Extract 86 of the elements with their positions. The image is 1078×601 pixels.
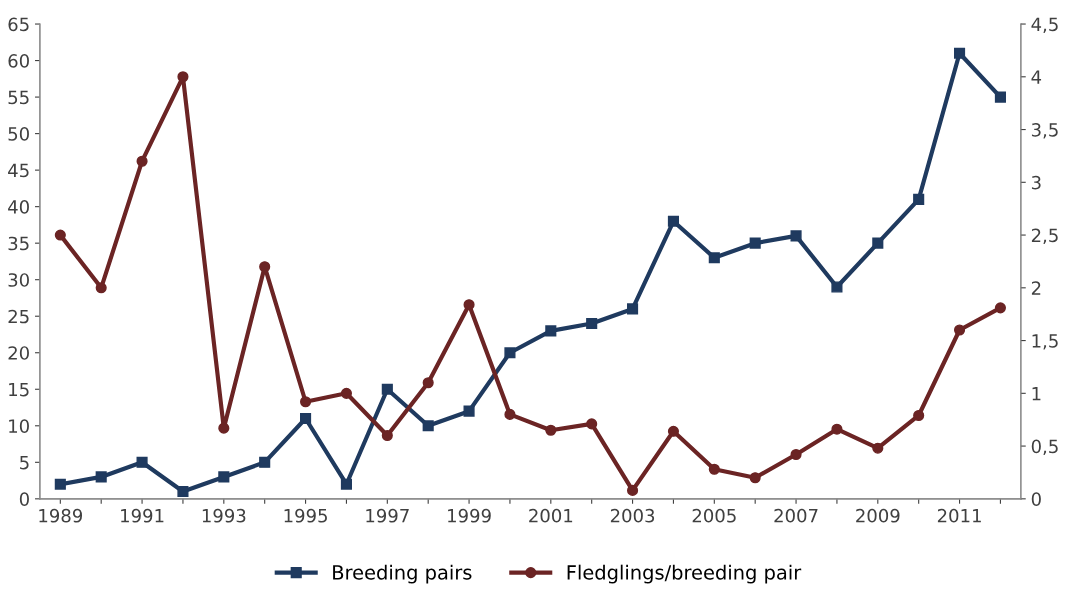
- point: [300, 396, 312, 408]
- y2-tick-label: 4,5: [1031, 17, 1058, 33]
- point: [994, 91, 1006, 103]
- x-tick-label: 1993: [202, 508, 246, 523]
- y-tick-label: 0: [19, 492, 29, 506]
- point: [218, 422, 230, 434]
- x-tick-label: 1999: [448, 508, 491, 523]
- point: [136, 456, 148, 468]
- y-tick-label: 35: [8, 236, 29, 251]
- y2-tick-label: 4: [1031, 70, 1042, 84]
- y-tick-label: 40: [8, 200, 29, 214]
- point: [667, 215, 679, 227]
- x-tick-label: 1995: [284, 508, 327, 523]
- point: [381, 383, 393, 395]
- point: [422, 420, 434, 432]
- point: [708, 463, 720, 475]
- y-tick-label: 15: [9, 382, 29, 397]
- point: [504, 408, 516, 420]
- y-tick-label: 65: [8, 17, 29, 32]
- legend-label: Breeding pairs: [333, 564, 472, 584]
- point: [463, 299, 475, 311]
- point: [831, 281, 843, 293]
- y2-tick-label: 1: [1032, 387, 1041, 401]
- point: [54, 229, 66, 241]
- point: [953, 47, 966, 59]
- y2-tick-label: 2,5: [1031, 228, 1058, 245]
- point: [913, 193, 925, 205]
- y-tick-label: 10: [9, 419, 29, 433]
- y-tick-label: 20: [8, 346, 29, 360]
- point: [177, 485, 189, 498]
- point: [95, 282, 107, 294]
- x-tick-label: 1989: [39, 508, 83, 523]
- y2-tick-label: 3,5: [1031, 123, 1058, 139]
- y-tick-label: 25: [8, 309, 29, 324]
- point: [545, 424, 557, 436]
- point: [586, 418, 598, 430]
- y-tick-label: 45: [8, 163, 29, 178]
- point: [54, 478, 66, 490]
- point: [627, 303, 639, 315]
- x-tick-label: 2005: [692, 508, 736, 523]
- point: [504, 347, 516, 359]
- point: [545, 325, 557, 337]
- point: [177, 71, 189, 83]
- x-tick-label: 1991: [121, 508, 164, 523]
- x-tick-label: 1997: [366, 508, 409, 523]
- point: [831, 423, 843, 435]
- x-tick-label: 2001: [529, 508, 573, 523]
- point: [953, 324, 966, 336]
- x-tick-label: 2009: [856, 508, 900, 523]
- point: [259, 261, 271, 273]
- y2-tick-label: 2: [1031, 281, 1041, 295]
- x-tick-label: 2007: [774, 508, 818, 523]
- point: [136, 155, 148, 167]
- y-tick-label: 30: [8, 273, 29, 287]
- point: [95, 471, 107, 483]
- point: [749, 237, 761, 249]
- point: [422, 377, 434, 389]
- y-tick-label: 50: [8, 127, 29, 141]
- y-tick-label: 5: [20, 456, 29, 470]
- point: [300, 412, 312, 425]
- legend-label: Fledglings/breeding pair: [567, 564, 802, 584]
- point: [872, 237, 884, 249]
- point: [790, 230, 802, 242]
- y2-tick-label: 1,5: [1032, 334, 1058, 350]
- point: [913, 409, 925, 422]
- y2-tick-label: 0,5: [1031, 439, 1058, 456]
- point: [749, 472, 761, 484]
- point: [340, 478, 352, 490]
- y-tick-label: 55: [8, 90, 29, 105]
- point: [381, 429, 393, 442]
- point: [586, 317, 598, 330]
- point: [872, 442, 884, 454]
- point: [340, 387, 352, 399]
- point: [627, 484, 639, 496]
- point: [667, 425, 679, 437]
- point: [708, 252, 720, 264]
- point: [259, 456, 271, 468]
- y2-tick-label: 0: [1031, 492, 1041, 506]
- y-tick-label: 60: [8, 54, 29, 68]
- point: [218, 471, 230, 483]
- x-tick-label: 2011: [937, 508, 981, 523]
- y2-tick-label: 3: [1031, 175, 1041, 190]
- point: [463, 405, 475, 417]
- point: [790, 448, 802, 461]
- point: [994, 302, 1006, 314]
- x-tick-label: 2003: [610, 508, 655, 523]
